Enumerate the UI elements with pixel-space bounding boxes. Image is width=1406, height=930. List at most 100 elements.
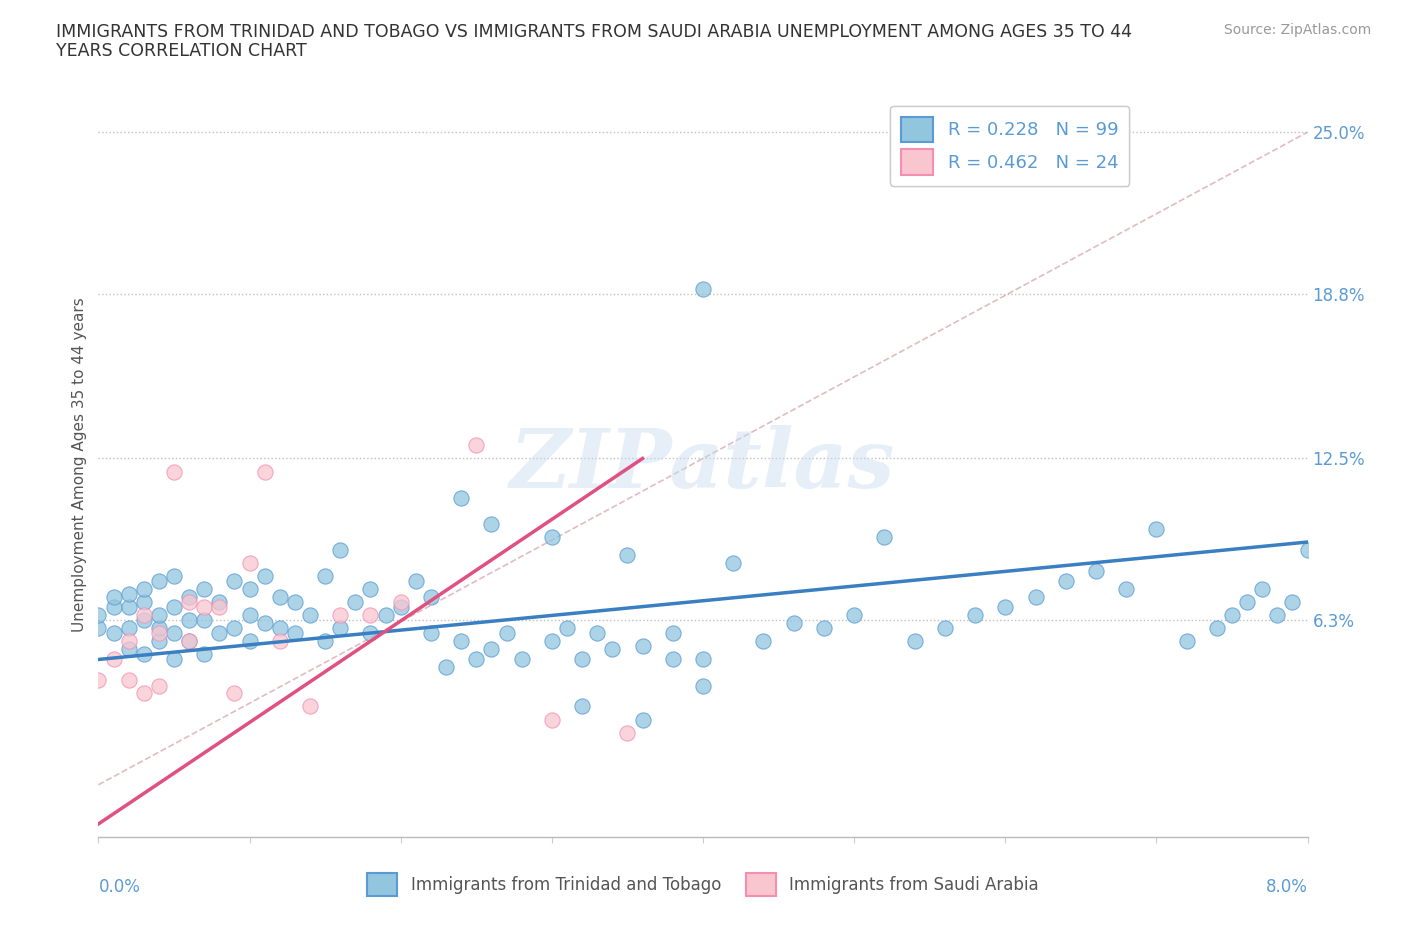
Text: 0.0%: 0.0%	[98, 878, 141, 896]
Point	[118, 633, 141, 648]
Point	[179, 590, 201, 604]
Point	[1054, 574, 1077, 589]
Point	[208, 600, 231, 615]
Text: Source: ZipAtlas.com: Source: ZipAtlas.com	[1223, 23, 1371, 37]
Legend: Immigrants from Trinidad and Tobago, Immigrants from Saudi Arabia: Immigrants from Trinidad and Tobago, Imm…	[360, 866, 1046, 903]
Point	[118, 642, 141, 657]
Point	[239, 607, 262, 622]
Point	[540, 712, 562, 727]
Point	[481, 516, 503, 531]
Point	[269, 620, 291, 635]
Point	[389, 594, 412, 609]
Point	[314, 633, 336, 648]
Point	[692, 678, 714, 693]
Point	[132, 613, 155, 628]
Point	[224, 574, 246, 589]
Point	[284, 594, 307, 609]
Point	[148, 626, 170, 641]
Point	[465, 652, 488, 667]
Point	[1281, 594, 1303, 609]
Point	[602, 642, 624, 657]
Point	[1025, 590, 1047, 604]
Point	[329, 620, 352, 635]
Point	[844, 607, 866, 622]
Point	[132, 581, 155, 596]
Point	[344, 594, 367, 609]
Point	[631, 639, 654, 654]
Point	[994, 600, 1017, 615]
Point	[329, 542, 352, 557]
Point	[752, 633, 775, 648]
Point	[163, 626, 186, 641]
Point	[481, 642, 503, 657]
Point	[253, 568, 276, 583]
Point	[163, 464, 186, 479]
Point	[269, 633, 291, 648]
Point	[1206, 620, 1229, 635]
Point	[661, 626, 683, 641]
Point	[813, 620, 835, 635]
Point	[1146, 522, 1168, 537]
Point	[1115, 581, 1137, 596]
Point	[299, 699, 322, 714]
Point	[118, 673, 141, 688]
Point	[434, 660, 457, 675]
Point	[389, 600, 412, 615]
Point	[103, 600, 125, 615]
Point	[299, 607, 322, 622]
Point	[495, 626, 517, 641]
Point	[540, 633, 562, 648]
Point	[314, 568, 336, 583]
Point	[148, 607, 170, 622]
Point	[224, 686, 246, 701]
Point	[360, 581, 382, 596]
Point	[1251, 581, 1274, 596]
Point	[87, 607, 110, 622]
Point	[118, 600, 141, 615]
Point	[692, 282, 714, 297]
Point	[253, 616, 276, 631]
Point	[1296, 542, 1319, 557]
Point	[631, 712, 654, 727]
Point	[239, 555, 262, 570]
Point	[571, 652, 593, 667]
Point	[1236, 594, 1258, 609]
Point	[87, 620, 110, 635]
Point	[193, 600, 215, 615]
Point	[179, 594, 201, 609]
Point	[1175, 633, 1198, 648]
Point	[450, 490, 472, 505]
Point	[586, 626, 609, 641]
Y-axis label: Unemployment Among Ages 35 to 44 years: Unemployment Among Ages 35 to 44 years	[72, 298, 87, 632]
Point	[148, 633, 170, 648]
Point	[179, 633, 201, 648]
Point	[540, 529, 562, 544]
Point	[360, 607, 382, 622]
Point	[616, 548, 638, 563]
Point	[103, 652, 125, 667]
Point	[148, 574, 170, 589]
Text: YEARS CORRELATION CHART: YEARS CORRELATION CHART	[56, 42, 307, 60]
Point	[132, 647, 155, 662]
Point	[132, 686, 155, 701]
Point	[450, 633, 472, 648]
Point	[103, 590, 125, 604]
Point	[103, 626, 125, 641]
Point	[163, 568, 186, 583]
Point	[571, 699, 593, 714]
Point	[269, 590, 291, 604]
Point	[616, 725, 638, 740]
Point	[193, 647, 215, 662]
Point	[465, 438, 488, 453]
Point	[420, 590, 443, 604]
Point	[329, 607, 352, 622]
Text: IMMIGRANTS FROM TRINIDAD AND TOBAGO VS IMMIGRANTS FROM SAUDI ARABIA UNEMPLOYMENT: IMMIGRANTS FROM TRINIDAD AND TOBAGO VS I…	[56, 23, 1132, 41]
Point	[208, 594, 231, 609]
Point	[374, 607, 396, 622]
Point	[179, 613, 201, 628]
Point	[1085, 564, 1108, 578]
Point	[723, 555, 745, 570]
Point	[118, 587, 141, 602]
Point	[239, 633, 262, 648]
Point	[239, 581, 262, 596]
